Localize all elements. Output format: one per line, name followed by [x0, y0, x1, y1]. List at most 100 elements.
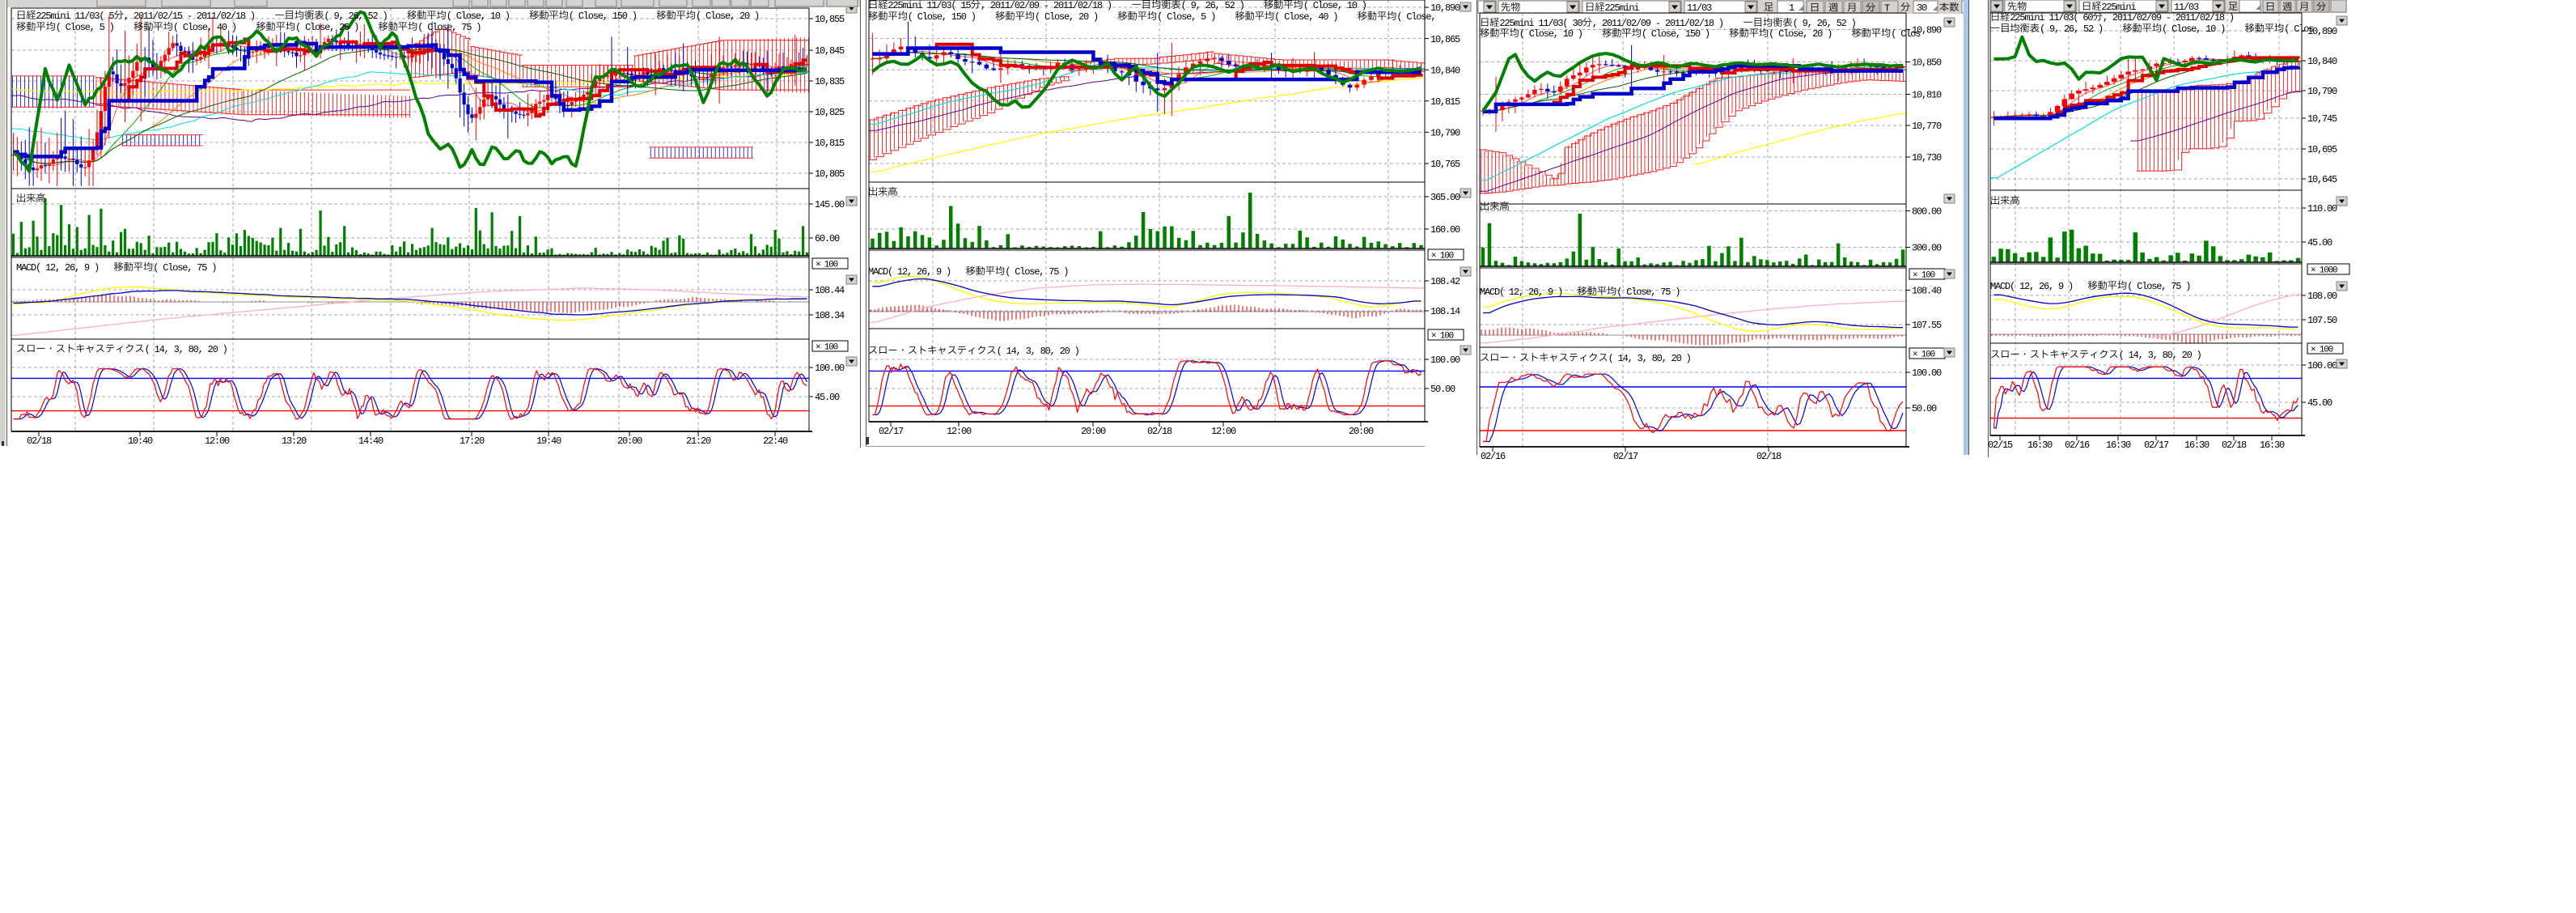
- svg-text:365.00: 365.00: [1430, 192, 1460, 203]
- svg-text:02/17: 02/17: [879, 426, 904, 437]
- svg-text:22:40: 22:40: [763, 435, 788, 447]
- svg-text:( Close, 75 ): ( Close, 75 ): [2127, 281, 2190, 292]
- svg-text:10,790: 10,790: [1430, 128, 1460, 139]
- svg-text:10,770: 10,770: [1912, 121, 1942, 132]
- svg-text:225mini: 225mini: [1604, 2, 1639, 14]
- svg-text:( Close, 75 ): ( Close, 75 ): [1005, 266, 1068, 278]
- svg-text:225mini: 225mini: [2101, 2, 2136, 13]
- svg-text:50.00: 50.00: [1912, 403, 1937, 414]
- svg-text:( Close, 10 ): ( Close, 10 ): [1303, 0, 1366, 11]
- svg-text:02/18: 02/18: [1756, 451, 1782, 462]
- svg-text:02/18: 02/18: [1147, 426, 1172, 437]
- svg-text:10,815: 10,815: [815, 138, 845, 149]
- svg-text:( Close, 40 ): ( Close, 40 ): [1274, 11, 1357, 23]
- svg-text:02/16: 02/16: [1481, 451, 1506, 462]
- svg-text:16:30: 16:30: [2027, 440, 2053, 451]
- svg-text:45.00: 45.00: [2307, 237, 2332, 248]
- svg-text:100.00: 100.00: [1430, 355, 1460, 366]
- svg-text:10,840: 10,840: [1430, 65, 1460, 76]
- svg-text:100.00: 100.00: [2307, 360, 2337, 372]
- svg-text:× 100: × 100: [816, 261, 838, 270]
- svg-text:45.00: 45.00: [2307, 397, 2332, 409]
- svg-text:1: 1: [1789, 2, 1794, 14]
- svg-text:, 2011/02/09 - 2011/02/18 ): , 2011/02/09 - 2011/02/18 ): [2103, 12, 2234, 23]
- svg-text:( Close, 10 ): ( Close, 10 ): [447, 11, 529, 22]
- svg-text:( Close, 40 ): ( Close, 40 ): [173, 22, 256, 33]
- svg-text:( Close, 75 ): ( Close, 75 ): [1616, 287, 1680, 298]
- svg-text:( Close, 20 ): ( Close, 20 ): [1035, 11, 1117, 23]
- svg-text:02/17: 02/17: [2144, 440, 2169, 451]
- svg-text:21:20: 21:20: [686, 435, 711, 447]
- svg-text:( Close, 75 ): ( Close, 75 ): [417, 22, 481, 33]
- svg-text:225mini 11/03( 30: 225mini 11/03( 30: [1499, 18, 1582, 29]
- svg-text:108.14: 108.14: [1430, 306, 1460, 317]
- svg-text:10,855: 10,855: [815, 14, 845, 25]
- svg-text:10,835: 10,835: [815, 76, 845, 87]
- svg-text:( Close, 10 ): ( Close, 10 ): [1519, 28, 1602, 40]
- svg-text:( Close, 5 ): ( Close, 5 ): [56, 22, 133, 33]
- svg-text:107.50: 107.50: [2307, 315, 2337, 326]
- svg-text:13:20: 13:20: [282, 435, 307, 447]
- svg-text:, 2011/02/09 - 2011/02/18 ): , 2011/02/09 - 2011/02/18 ): [1592, 18, 1743, 29]
- svg-text:02/18: 02/18: [27, 435, 52, 447]
- svg-text:MACD( 12, 26, 9 ): MACD( 12, 26, 9 ): [16, 262, 113, 274]
- svg-text:12:00: 12:00: [947, 426, 972, 437]
- svg-text:160.00: 160.00: [1430, 224, 1460, 236]
- svg-text:( Close, 150 ): ( Close, 150 ): [908, 11, 995, 23]
- svg-text:10,815: 10,815: [1430, 96, 1460, 108]
- svg-text:10,840: 10,840: [2307, 56, 2337, 67]
- svg-text:145.00: 145.00: [815, 199, 845, 210]
- svg-text:( Close, 5 ): ( Close, 5 ): [1157, 11, 1235, 23]
- svg-text:× 100: × 100: [2311, 346, 2333, 355]
- svg-text:T: T: [1884, 3, 1890, 15]
- svg-text:108.44: 108.44: [815, 285, 845, 296]
- svg-text:50.00: 50.00: [1430, 384, 1455, 395]
- svg-text:10,765: 10,765: [1430, 159, 1460, 170]
- svg-text:( 14, 3, 80, 20 ): ( 14, 3, 80, 20 ): [145, 344, 227, 355]
- svg-text:110.00: 110.00: [2307, 203, 2337, 214]
- svg-text:10,890: 10,890: [2307, 26, 2337, 37]
- svg-text:× 100: × 100: [1431, 332, 1454, 342]
- svg-text:, 2011/02/15 - 2011/02/18 ): , 2011/02/15 - 2011/02/18 ): [124, 11, 274, 22]
- svg-text:( Close, 75 ): ( Close, 75 ): [153, 262, 216, 274]
- svg-text:19:40: 19:40: [536, 435, 561, 447]
- svg-text:( Close, 25 ): ( Close, 25 ): [295, 22, 378, 33]
- svg-text:20:00: 20:00: [617, 435, 642, 447]
- svg-text:30: 30: [1917, 2, 1927, 14]
- svg-text:( Clos: ( Clos: [2284, 23, 2314, 35]
- svg-text:108.34: 108.34: [815, 310, 845, 321]
- svg-text:14:40: 14:40: [358, 435, 383, 447]
- svg-text:, 2011/02/09 - 2011/02/18 ): , 2011/02/09 - 2011/02/18 ): [981, 0, 1131, 11]
- svg-text:( 14, 3, 80, 20 ): ( 14, 3, 80, 20 ): [2119, 350, 2201, 361]
- svg-text:10:40: 10:40: [128, 435, 153, 447]
- svg-text:( Close, 20 ): ( Close, 20 ): [1769, 28, 1851, 40]
- svg-text:17:20: 17:20: [460, 435, 485, 447]
- svg-text:10,730: 10,730: [1912, 152, 1942, 163]
- svg-text:10,825: 10,825: [815, 107, 845, 118]
- svg-text:( 14, 3, 80, 20 ): ( 14, 3, 80, 20 ): [997, 346, 1079, 357]
- svg-text:MACD( 12, 26, 9 ): MACD( 12, 26, 9 ): [868, 266, 965, 278]
- svg-text:× 100: × 100: [816, 343, 838, 353]
- svg-text:300.00: 300.00: [1912, 243, 1942, 254]
- svg-text:× 1000: × 1000: [2311, 266, 2337, 276]
- svg-text:11/03: 11/03: [1687, 2, 1712, 14]
- svg-text:20:00: 20:00: [1081, 426, 1106, 437]
- svg-text:10,890: 10,890: [1912, 25, 1942, 36]
- svg-text:10,745: 10,745: [2307, 113, 2337, 125]
- svg-text:10,645: 10,645: [2307, 174, 2337, 185]
- svg-text:108.40: 108.40: [1912, 286, 1942, 297]
- svg-text:108.42: 108.42: [1430, 276, 1460, 287]
- svg-text:100.00: 100.00: [815, 363, 845, 374]
- svg-text:( Close,: ( Close,: [1396, 11, 1435, 23]
- svg-text:10,845: 10,845: [815, 45, 845, 57]
- svg-text:12:00: 12:00: [205, 435, 230, 447]
- svg-text:02/17: 02/17: [1613, 451, 1638, 462]
- svg-text:10,790: 10,790: [2307, 86, 2337, 97]
- svg-text:MACD( 12, 26, 9 ): MACD( 12, 26, 9 ): [1480, 287, 1577, 298]
- svg-text:02/18: 02/18: [2222, 440, 2247, 451]
- svg-text:45.00: 45.00: [815, 392, 840, 403]
- svg-text:16:30: 16:30: [2260, 440, 2285, 451]
- svg-text:02/16: 02/16: [2065, 440, 2090, 451]
- svg-text:100.00: 100.00: [1912, 367, 1942, 379]
- svg-text:20:00: 20:00: [1349, 426, 1374, 437]
